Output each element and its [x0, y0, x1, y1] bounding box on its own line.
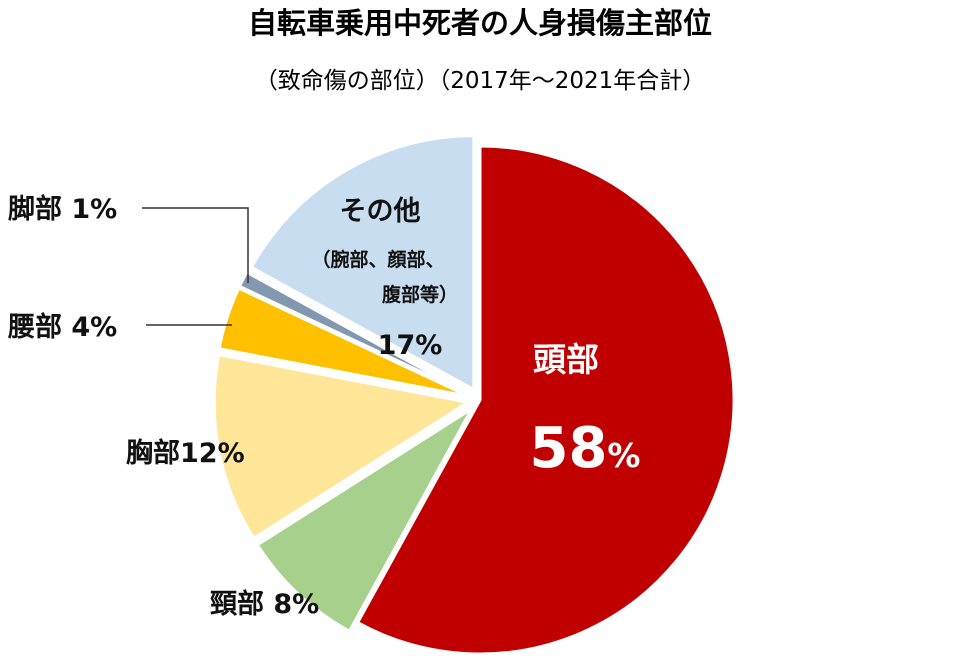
head-value-label: 58% [529, 416, 640, 481]
pie-slice-head [355, 144, 736, 656]
pie-slice-leg [237, 270, 471, 396]
head-label: 頭部 [533, 340, 599, 379]
neck-label: 頸部 8% [210, 588, 319, 620]
chest-label: 胸部12% [126, 437, 245, 469]
other-note-line1: （腕部、顔部、 [311, 248, 444, 271]
head-value-suffix: % [607, 436, 640, 475]
other-value-label: 17% [378, 330, 443, 361]
pie-slice-waist [217, 286, 470, 398]
pie-slices [212, 134, 736, 656]
chart-title: 自転車乗用中死者の人身損傷主部位 [248, 6, 712, 40]
other-note-line2: 腹部等） [381, 283, 458, 306]
leg-label: 脚部 1% [8, 193, 117, 225]
pie-slice-other [249, 134, 476, 393]
head-value-number: 58 [529, 416, 607, 481]
other-label: その他 [340, 196, 421, 227]
chart-subtitle: （致命傷の部位）（2017年～2021年合計） [255, 68, 706, 94]
leg-leader-line [142, 207, 249, 283]
pie-slice-chest [212, 352, 473, 541]
waist-label: 腰部 4% [7, 311, 117, 343]
pie-slice-neck [255, 407, 474, 634]
